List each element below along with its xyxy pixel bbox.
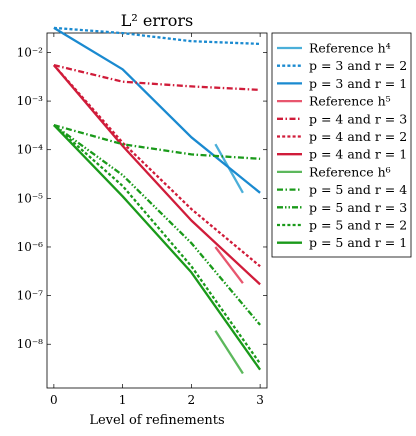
legend-label: Reference h⁶ <box>309 164 391 179</box>
legend-label: p = 5 and r = 2 <box>309 218 407 233</box>
y-tick-label: 10⁻⁷ <box>17 289 44 303</box>
series-line <box>214 330 244 375</box>
x-tick-label: 1 <box>119 393 127 407</box>
y-tick-label: 10⁻⁸ <box>17 337 44 351</box>
legend-label: p = 3 and r = 1 <box>309 76 407 91</box>
series-layer <box>53 26 262 375</box>
series-line <box>214 246 244 284</box>
legend-label: Reference h⁵ <box>309 94 391 109</box>
legend-label: p = 4 and r = 3 <box>309 111 407 126</box>
y-tick-label: 10⁻² <box>17 45 44 59</box>
legend-label: Reference h⁴ <box>309 41 391 56</box>
series-line <box>53 63 261 92</box>
series-line <box>53 124 262 365</box>
y-tick-label: 10⁻⁴ <box>17 143 44 157</box>
series-line <box>53 26 261 194</box>
legend-label: p = 5 and r = 4 <box>309 182 407 197</box>
legend-label: p = 4 and r = 1 <box>309 147 407 162</box>
y-tick-label: 10⁻⁶ <box>17 240 44 254</box>
x-tick-label: 0 <box>50 393 58 407</box>
series-line <box>53 124 261 326</box>
series-line <box>53 124 262 371</box>
x-tick-label: 2 <box>188 393 196 407</box>
chart-title: L² errors <box>121 11 193 30</box>
y-axis-ticks: 10⁻² 10⁻³ 10⁻⁴ 10⁻⁵ 10⁻⁶ 10⁻⁷ 10⁻⁸ <box>17 45 267 351</box>
legend-box <box>271 32 412 258</box>
series-line <box>53 64 261 286</box>
series-line <box>53 26 261 46</box>
series-line <box>53 123 261 160</box>
x-tick-label: 3 <box>256 393 264 407</box>
legend-label: p = 5 and r = 3 <box>309 200 407 215</box>
legend-label: p = 4 and r = 2 <box>309 129 407 144</box>
legend-label: p = 5 and r = 1 <box>309 235 407 250</box>
legend: Reference h⁴ p = 3 and r = 2 p = 3 and r =… <box>271 32 412 258</box>
plot-area-frame <box>46 32 268 389</box>
x-axis-label: Level of refinements <box>89 413 224 428</box>
series-line <box>53 64 261 268</box>
y-tick-label: 10⁻⁵ <box>17 191 44 205</box>
y-tick-label: 10⁻³ <box>17 94 44 108</box>
legend-label: p = 3 and r = 2 <box>309 58 407 73</box>
